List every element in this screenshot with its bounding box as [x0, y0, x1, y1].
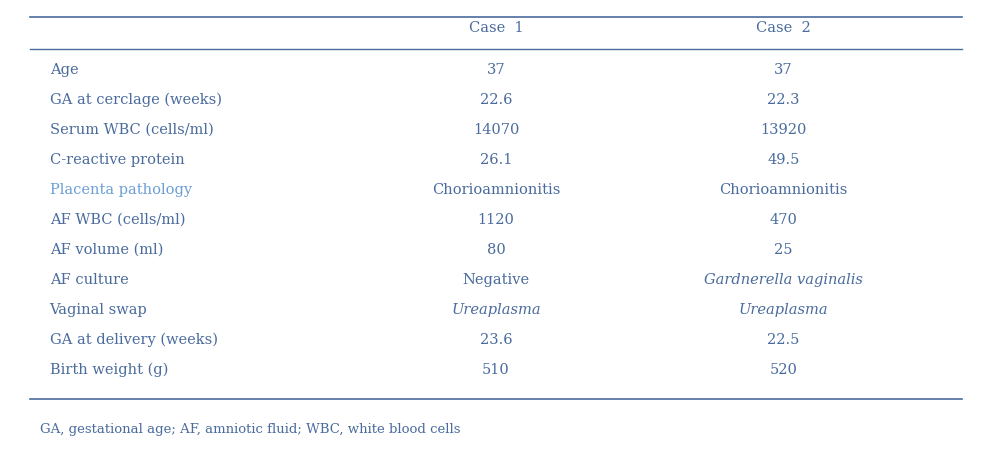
- Text: Case  1: Case 1: [468, 21, 524, 35]
- Text: 470: 470: [770, 213, 798, 226]
- Text: GA at cerclage (weeks): GA at cerclage (weeks): [50, 93, 221, 107]
- Text: AF WBC (cells/ml): AF WBC (cells/ml): [50, 213, 186, 226]
- Text: C-reactive protein: C-reactive protein: [50, 153, 185, 167]
- Text: 22.6: 22.6: [480, 93, 512, 107]
- Text: Ureaplasma: Ureaplasma: [451, 302, 541, 316]
- Text: 22.3: 22.3: [768, 93, 800, 107]
- Text: 37: 37: [487, 63, 505, 77]
- Text: Chorioamnionitis: Chorioamnionitis: [719, 183, 848, 196]
- Text: Age: Age: [50, 63, 78, 77]
- Text: Vaginal swap: Vaginal swap: [50, 302, 148, 316]
- Text: 80: 80: [487, 242, 505, 257]
- Text: Serum WBC (cells/ml): Serum WBC (cells/ml): [50, 123, 213, 137]
- Text: 22.5: 22.5: [768, 332, 800, 346]
- Text: GA at delivery (weeks): GA at delivery (weeks): [50, 332, 217, 347]
- Text: 520: 520: [770, 362, 798, 376]
- Text: Ureaplasma: Ureaplasma: [739, 302, 828, 316]
- Text: 23.6: 23.6: [480, 332, 512, 346]
- Text: Chorioamnionitis: Chorioamnionitis: [432, 183, 560, 196]
- Text: 510: 510: [482, 362, 510, 376]
- Text: 26.1: 26.1: [480, 153, 512, 167]
- Text: Placenta pathology: Placenta pathology: [50, 183, 191, 196]
- Text: Negative: Negative: [462, 272, 530, 286]
- Text: Case  2: Case 2: [756, 21, 811, 35]
- Text: GA, gestational age; AF, amniotic fluid; WBC, white blood cells: GA, gestational age; AF, amniotic fluid;…: [40, 423, 460, 436]
- Text: 25: 25: [775, 242, 793, 257]
- Text: 49.5: 49.5: [768, 153, 800, 167]
- Text: 13920: 13920: [761, 123, 806, 137]
- Text: AF volume (ml): AF volume (ml): [50, 242, 163, 257]
- Text: 37: 37: [775, 63, 793, 77]
- Text: 1120: 1120: [477, 213, 515, 226]
- Text: 14070: 14070: [473, 123, 519, 137]
- Text: Birth weight (g): Birth weight (g): [50, 362, 168, 376]
- Text: AF culture: AF culture: [50, 272, 128, 286]
- Text: Gardnerella vaginalis: Gardnerella vaginalis: [704, 272, 863, 286]
